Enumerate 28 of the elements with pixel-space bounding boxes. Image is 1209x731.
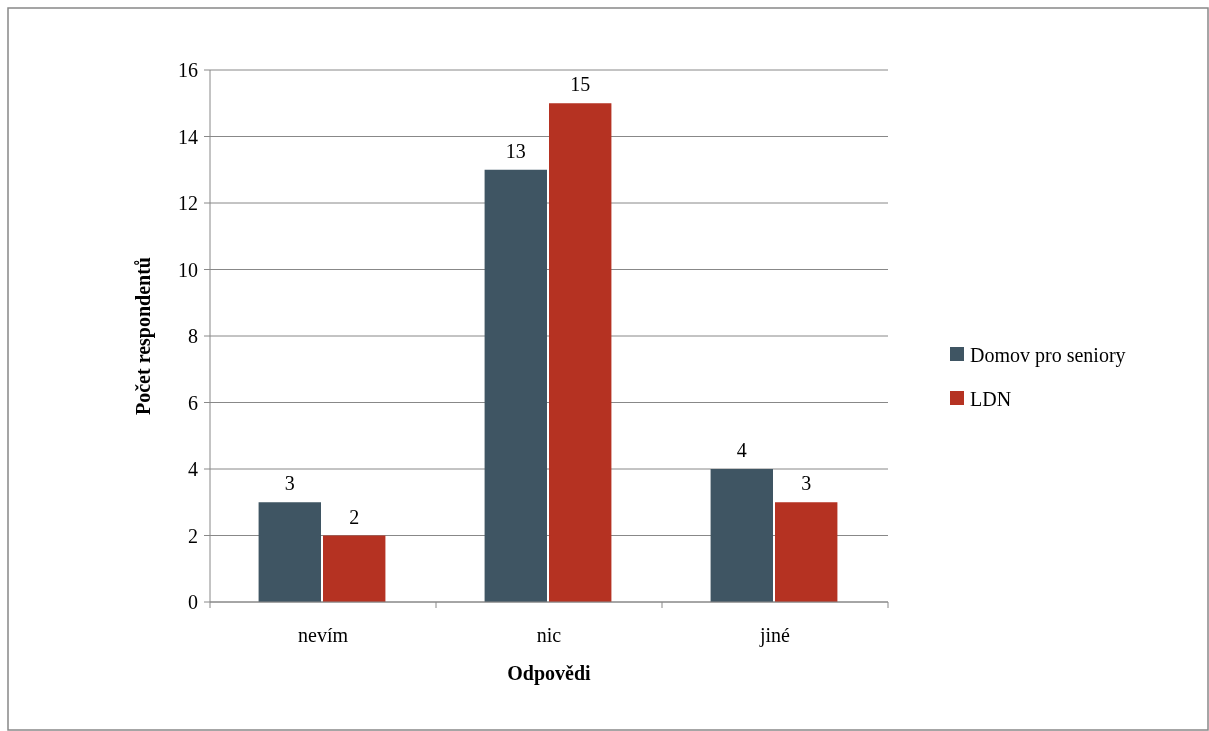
- bar: [484, 169, 547, 602]
- y-tick-label: 10: [178, 258, 198, 281]
- data-label: 15: [570, 73, 591, 96]
- data-label: 3: [801, 472, 812, 495]
- y-axis-title: Počet respondentů: [132, 257, 155, 415]
- x-tick-label: nic: [536, 624, 562, 646]
- data-label: 13: [505, 139, 526, 162]
- data-label: 2: [349, 505, 360, 528]
- y-tick-label: 4: [188, 458, 198, 480]
- x-tick-label: nevím: [298, 624, 349, 646]
- y-tick-label: 0: [188, 591, 198, 613]
- y-tick-label: 12: [178, 192, 198, 214]
- bar: [775, 502, 838, 602]
- y-tick-label: 14: [178, 125, 198, 148]
- y-tick-label: 2: [188, 524, 198, 547]
- data-label: 3: [284, 472, 295, 495]
- x-tick-label: jiné: [759, 624, 791, 647]
- legend-label: Domov pro seniory: [970, 344, 1126, 367]
- data-label: 4: [736, 439, 747, 461]
- x-axis-title: Odpovědi: [507, 662, 592, 685]
- bar: [258, 502, 321, 602]
- bar: [710, 469, 773, 602]
- legend-label: LDN: [970, 388, 1012, 410]
- bar: [323, 535, 386, 602]
- y-tick-label: 8: [188, 325, 198, 347]
- y-tick-label: 6: [188, 391, 198, 414]
- y-tick-label: 16: [178, 59, 198, 81]
- bar: [549, 103, 612, 602]
